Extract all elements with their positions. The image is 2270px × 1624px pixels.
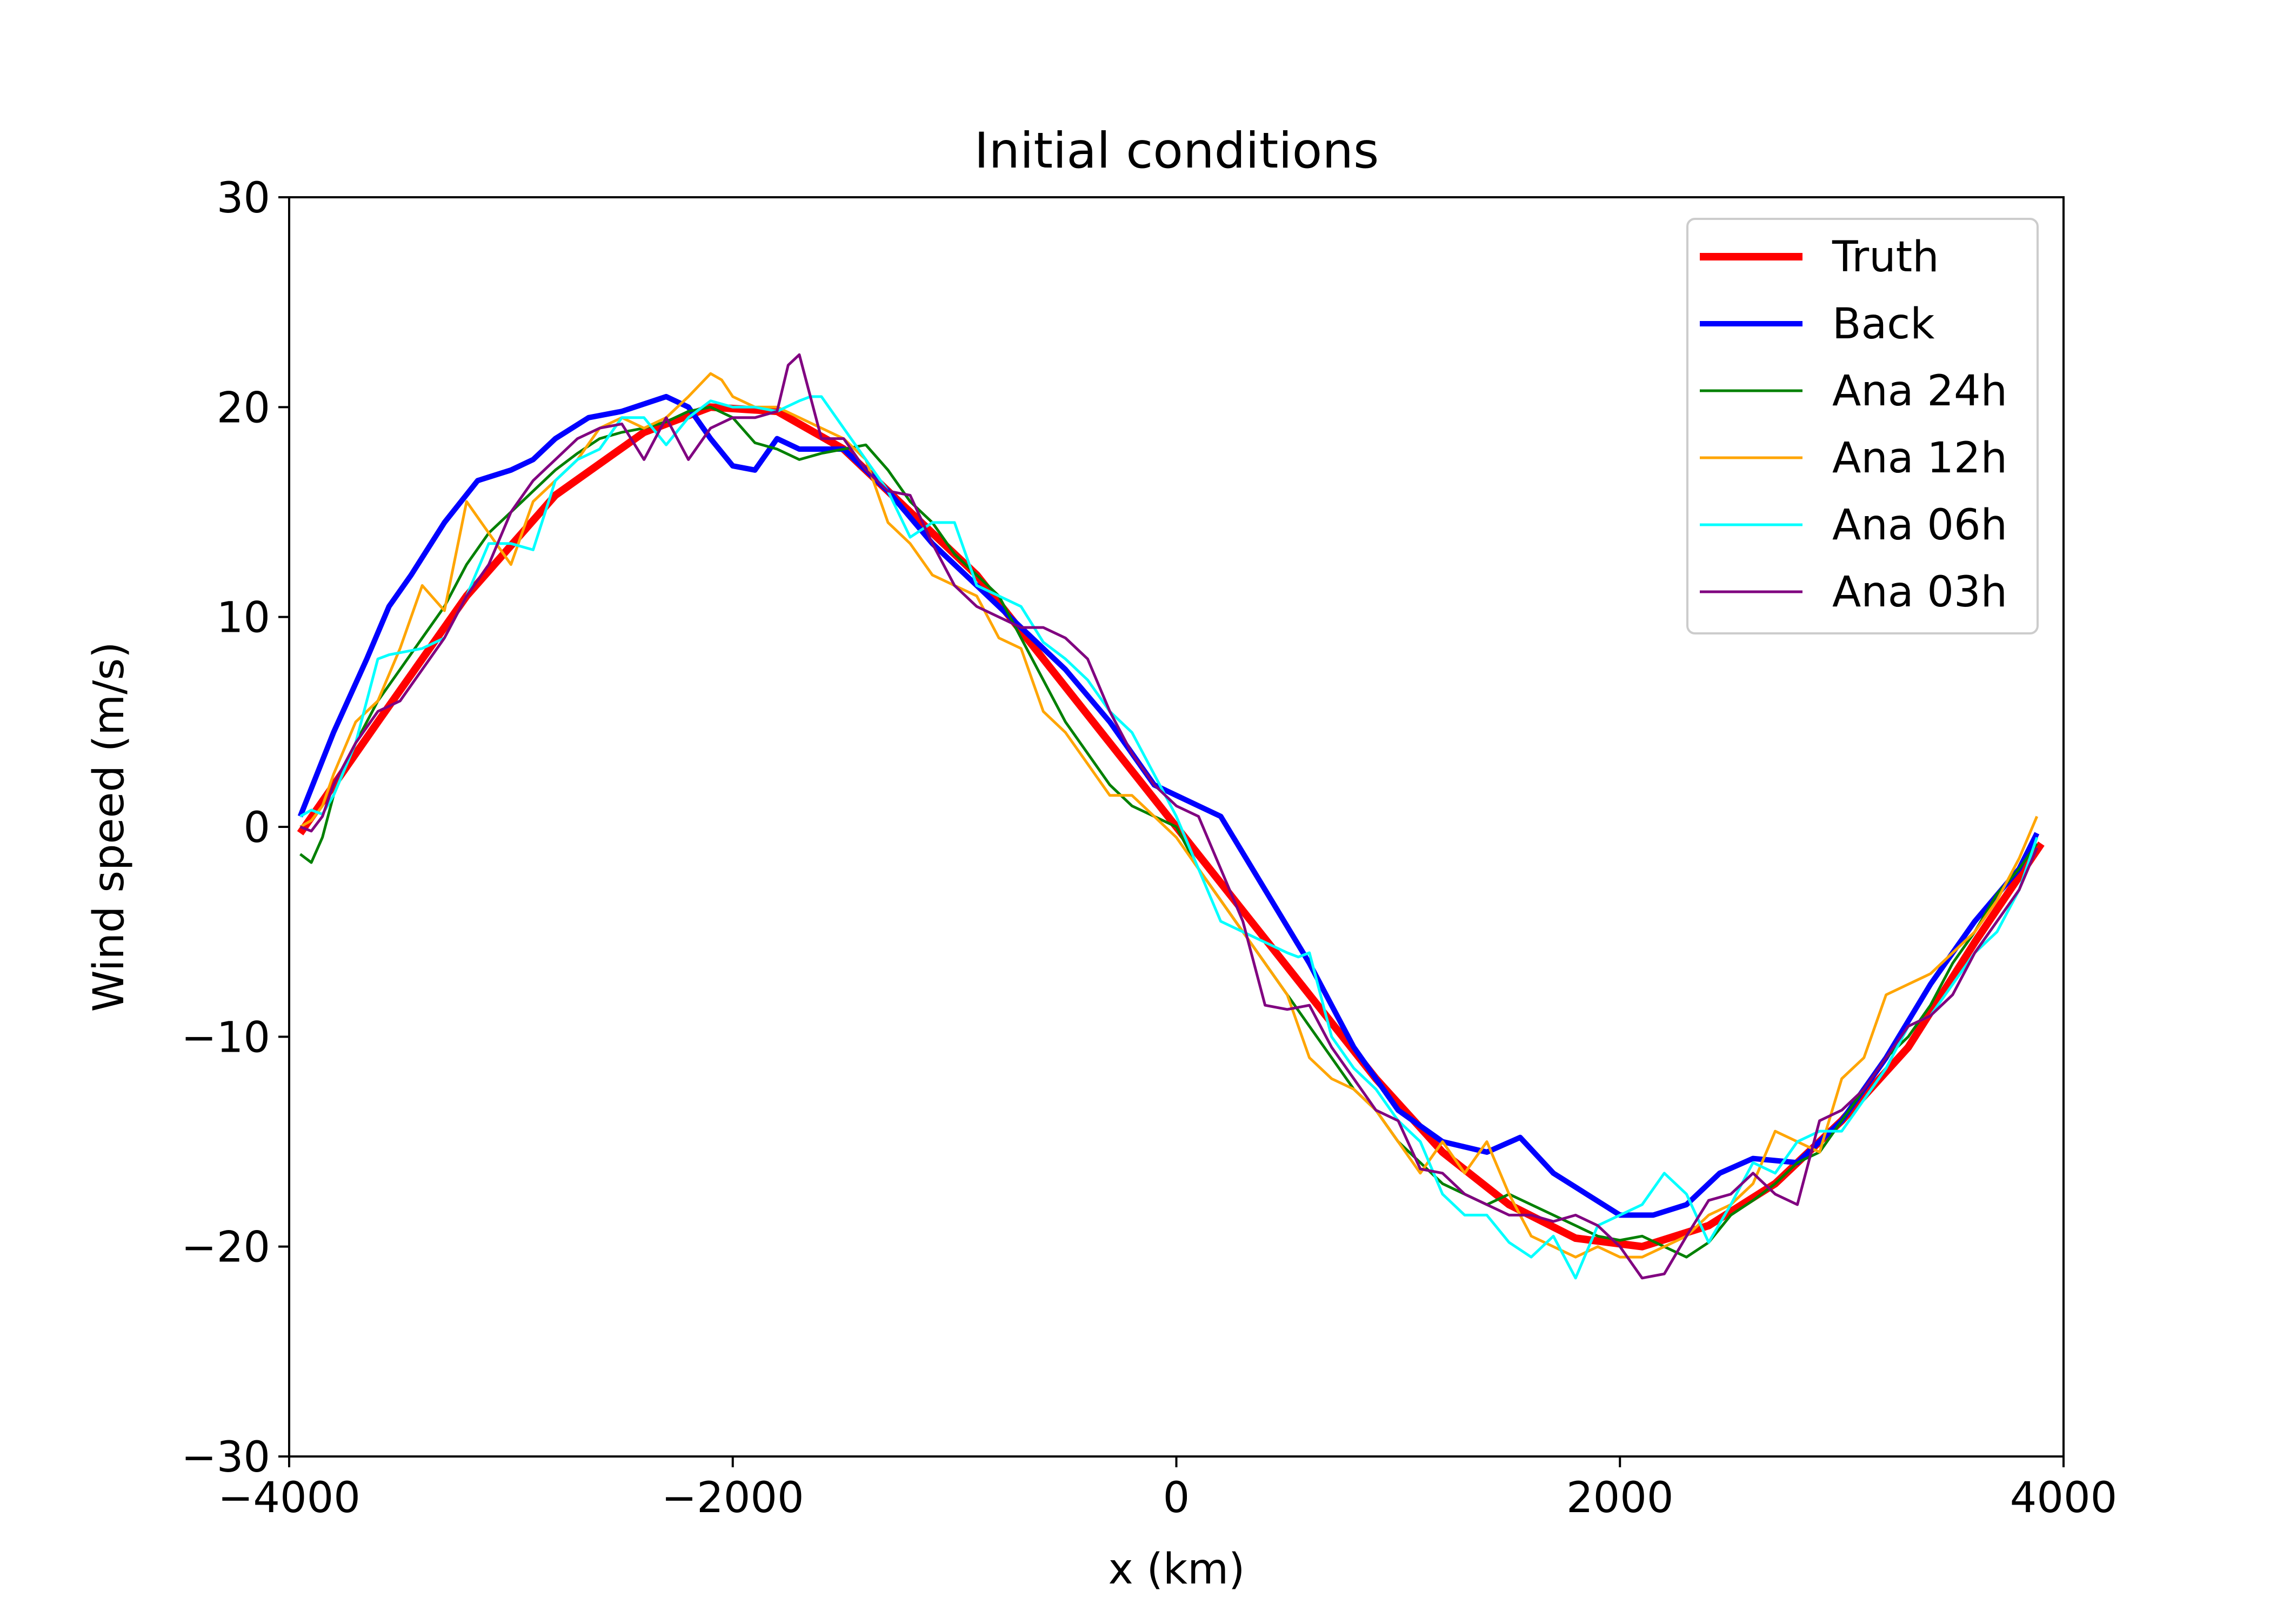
x-tick-label: 4000 [2010,1474,2118,1522]
legend: Truth Back Ana 24h Ana 12h Ana 06h Ana 03h [1686,218,2039,634]
y-axis-ticks: −30 −20 −10 0 10 20 30 [181,174,289,1482]
series-line-ana-06h [299,395,2039,1280]
legend-label-ana-03h: Ana 03h [1832,568,2007,617]
x-axis-ticks: −4000 −2000 0 2000 4000 [218,1456,2117,1522]
y-tick-label: −20 [181,1224,270,1272]
x-tick-label: −2000 [662,1474,804,1522]
plot-frame [288,196,2065,1458]
series-line-back [297,393,2040,1218]
x-tick-label: 0 [1163,1474,1190,1522]
x-tick-label: −4000 [218,1474,360,1522]
series-line-ana-03h [299,353,2039,1280]
x-axis-label: x (km) [1109,1545,1245,1594]
legend-label-ana-06h: Ana 06h [1832,501,2007,550]
y-axis-label: Wind speed (m/s) [85,641,133,1012]
legend-label-truth: Truth [1832,233,1939,282]
y-tick-label: −30 [181,1433,270,1482]
y-tick-label: 0 [243,804,270,852]
legend-label-back: Back [1832,300,1934,349]
chart-title: Initial conditions [974,123,1379,179]
y-tick-label: 10 [217,594,270,643]
y-tick-label: 30 [217,174,270,223]
legend-label-ana-12h: Ana 12h [1832,434,2007,483]
y-tick-label: −10 [181,1013,270,1062]
x-tick-label: 2000 [1566,1474,1674,1522]
y-tick-label: 20 [217,384,270,432]
plot-lines [297,353,2045,1280]
legend-label-ana-24h: Ana 24h [1832,367,2007,416]
